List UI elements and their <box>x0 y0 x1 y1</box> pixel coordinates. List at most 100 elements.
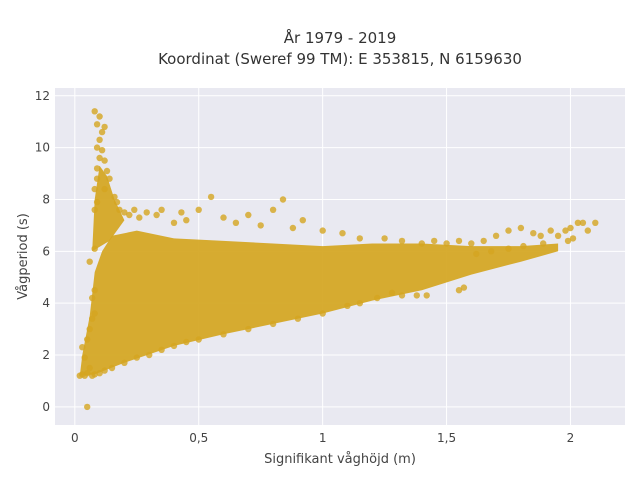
data-point <box>356 235 363 242</box>
data-point <box>460 284 468 291</box>
data-point <box>473 250 480 258</box>
data-point <box>170 219 178 226</box>
data-point <box>101 185 108 193</box>
scatter-density-area <box>92 165 125 252</box>
data-point <box>158 346 165 353</box>
data-point <box>183 338 190 346</box>
x-tick-label: 0 <box>71 431 79 445</box>
data-point <box>279 196 287 203</box>
data-point <box>93 175 101 182</box>
data-point <box>567 224 574 232</box>
data-point <box>153 211 160 219</box>
data-point <box>79 344 86 351</box>
data-point <box>584 227 591 234</box>
data-point <box>131 206 138 213</box>
data-point <box>96 136 103 143</box>
data-point <box>113 198 121 206</box>
data-point <box>116 206 123 213</box>
data-point <box>93 121 101 128</box>
data-point <box>398 237 406 245</box>
data-point <box>492 232 500 239</box>
data-point <box>101 123 108 131</box>
x-tick-label: 1,5 <box>437 431 456 445</box>
data-point <box>178 209 185 216</box>
data-point <box>388 289 396 296</box>
y-tick-label: 4 <box>42 296 50 310</box>
data-point <box>195 206 202 213</box>
data-point <box>96 113 103 120</box>
y-tick-label: 6 <box>42 244 50 258</box>
data-point <box>158 206 165 213</box>
data-point <box>207 193 215 201</box>
data-point <box>86 258 93 265</box>
chart-title-block: År 1979 - 2019 Koordinat (Sweref 99 TM):… <box>55 28 625 70</box>
data-point <box>245 211 252 219</box>
data-point <box>443 240 450 247</box>
data-point <box>91 185 98 193</box>
data-point <box>488 248 495 255</box>
y-tick-label: 10 <box>35 141 50 155</box>
data-point <box>269 320 277 328</box>
data-point <box>89 294 96 302</box>
data-point <box>220 214 227 221</box>
data-point <box>108 364 116 372</box>
data-point <box>101 157 108 164</box>
data-point <box>91 310 98 317</box>
data-point <box>398 292 406 299</box>
data-point <box>562 227 569 234</box>
data-point <box>517 224 525 232</box>
data-point <box>111 193 118 201</box>
data-point <box>96 154 103 162</box>
data-point <box>121 209 128 216</box>
data-point <box>530 230 537 237</box>
data-point <box>339 230 346 237</box>
data-point <box>126 211 133 219</box>
data-point <box>294 315 302 322</box>
data-point <box>418 240 425 247</box>
data-point <box>537 232 544 239</box>
data-point <box>183 217 190 224</box>
data-point <box>220 331 227 338</box>
data-point <box>86 325 93 333</box>
data-point <box>232 219 240 226</box>
data-point <box>289 224 297 232</box>
y-tick-label: 12 <box>35 89 50 103</box>
data-point <box>91 206 98 213</box>
data-point <box>520 242 527 250</box>
data-point <box>269 206 277 213</box>
data-point <box>356 300 363 307</box>
data-point <box>455 237 463 245</box>
data-point <box>245 325 252 333</box>
data-point <box>319 310 326 317</box>
data-point <box>86 364 93 372</box>
data-point <box>480 237 487 245</box>
data-point <box>431 237 438 245</box>
data-point <box>91 108 98 115</box>
data-point <box>413 292 420 299</box>
data-point <box>468 240 475 247</box>
data-point <box>89 315 96 322</box>
data-point <box>257 222 264 229</box>
data-point <box>89 372 96 379</box>
data-point <box>98 147 106 154</box>
x-axis-label: Signifikant våghöjd (m) <box>264 452 416 467</box>
data-point <box>569 235 577 242</box>
data-point <box>93 165 101 172</box>
chart-title: År 1979 - 2019 <box>283 29 397 47</box>
data-point <box>344 302 351 309</box>
data-point <box>146 351 153 359</box>
y-tick-label: 2 <box>42 348 50 362</box>
chart-subtitle: Koordinat (Sweref 99 TM): E 353815, N 61… <box>158 50 522 68</box>
data-point <box>319 227 326 234</box>
data-point <box>103 167 111 175</box>
data-point <box>93 144 101 151</box>
data-point <box>505 227 512 234</box>
data-point <box>93 198 101 206</box>
data-point <box>574 219 582 226</box>
data-point <box>133 354 140 361</box>
data-point <box>96 370 103 377</box>
x-tick-label: 1 <box>319 431 327 445</box>
data-point <box>505 245 512 252</box>
